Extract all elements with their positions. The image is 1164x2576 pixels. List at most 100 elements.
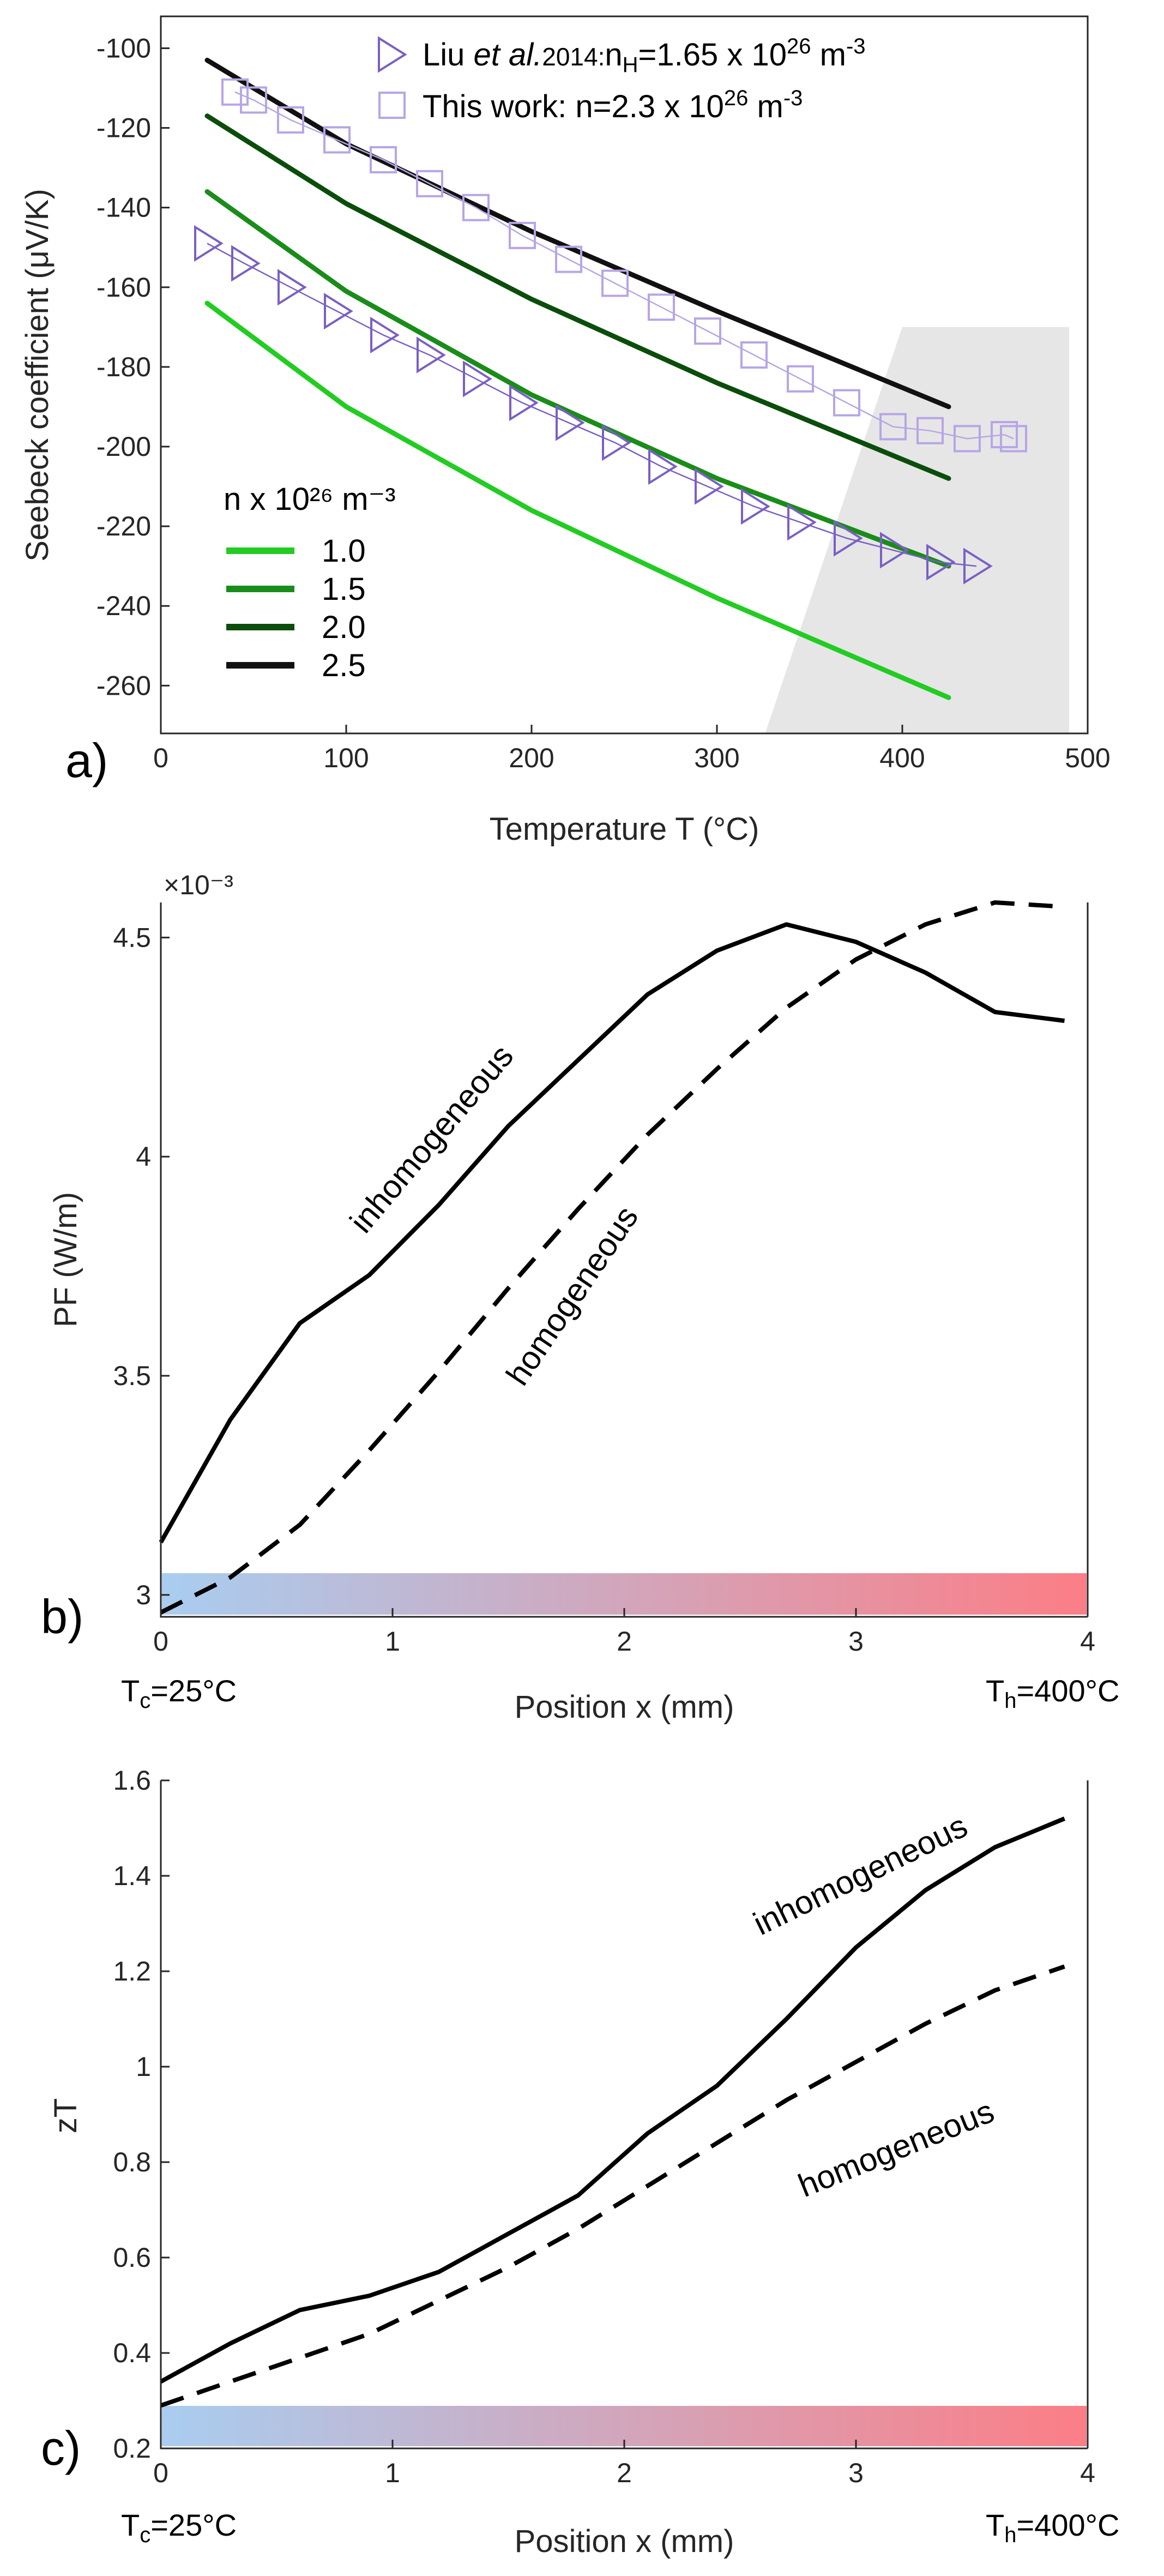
panel-c-x-tick-label: 0 [153, 2458, 168, 2488]
legend-label-liu: Liu et al.2014:nH=1.65 x 1026 m-3 [423, 34, 866, 77]
legend-entry-liu: Liu et al.2014:nH=1.65 x 1026 m-3 [378, 34, 866, 77]
panel-a-y-tick-label: -140 [97, 192, 151, 223]
liu-data-point [194, 225, 224, 262]
panel-b-plot-area [161, 902, 1088, 1617]
liu-data-point [509, 384, 539, 422]
panel-a-y-tick-label: -220 [97, 511, 151, 541]
panel-a-y-tick-label: -240 [97, 591, 151, 621]
this-work-data-point [833, 389, 860, 417]
liu-data-point [417, 336, 446, 374]
panel-a-y-axis-label: Seebeck coefficient (μV/K) [20, 189, 55, 562]
this-work-data-point [740, 341, 768, 369]
panel-b-y-axis-label: PF (W/m) [48, 1192, 83, 1327]
panel-a-y-tick-label: -100 [97, 33, 151, 63]
panel-c-inhomogeneous-line [160, 1816, 1066, 2384]
square-icon [378, 92, 406, 119]
panel-c-y-tick-label: 1 [136, 2051, 151, 2082]
panel-b-x-tick-label: 3 [848, 1626, 864, 1657]
legend-label-this-work: This work: n=2.3 x 1026 m-3 [423, 86, 803, 124]
panel-c-y-tick-label: 0.4 [113, 2338, 151, 2368]
panel-a-x-axis-label: Temperature T (°C) [490, 811, 759, 847]
series-line-n-2.0 [204, 113, 951, 481]
this-work-data-point [509, 221, 536, 249]
panel-c-y-tick-label: 1.6 [113, 1765, 151, 1796]
panel-a-x-tick-label: 300 [694, 743, 739, 773]
liu-data-point [834, 520, 863, 557]
this-work-data-point [221, 78, 249, 106]
panel-b-exponent-label: ×10⁻³ [164, 870, 233, 900]
this-work-data-point [954, 425, 981, 453]
this-work-data-point [555, 245, 582, 273]
liu-data-point [741, 487, 770, 525]
panel-a-x-tick-label: 400 [879, 743, 925, 773]
panel-a-x-tick-label: 0 [153, 743, 168, 773]
legend-label-n-2.0: 2.0 [322, 610, 366, 645]
panel-c-plot-area [161, 1780, 1088, 2448]
liu-data-point [231, 245, 261, 282]
panel-c-y-tick-label: 0.8 [113, 2147, 151, 2177]
temperature-gradient-bar-c [162, 2406, 1087, 2446]
liu-data-point [324, 293, 353, 330]
panel-c-y-tick-label: 1.4 [113, 1861, 151, 1891]
series-line-n-1.0 [204, 300, 951, 700]
panel-b-x-tick-label: 1 [385, 1626, 400, 1657]
panel-a-seebeck-chart: 0 100 200 300 400 500 -100 -120 -140 -160 -180 -20… [20, 15, 1111, 847]
liu-data-point [278, 269, 307, 306]
panel-c-y-tick-label: 0.2 [113, 2433, 151, 2464]
liu-data-point [556, 404, 585, 441]
this-work-data-point [991, 421, 1018, 449]
panel-b-x-tick-label: 2 [617, 1626, 632, 1657]
panel-a-y-tick-label: -260 [97, 670, 151, 701]
legend-label-n-1.0: 1.0 [322, 533, 366, 569]
panel-c-x-axis-label: Position x (mm) [515, 2524, 734, 2559]
this-work-data-point [1000, 425, 1027, 453]
high-temperature-region [765, 327, 1069, 733]
liu-data-point [648, 448, 678, 485]
panel-c-x-tick-label: 4 [1080, 2458, 1095, 2488]
liu-data-point [963, 547, 993, 585]
series-line-n-2.5 [204, 57, 951, 410]
this-work-data-point [370, 146, 397, 173]
this-work-data-point [648, 293, 675, 321]
panel-b-label: b) [41, 1590, 83, 1644]
panel-b-hot-temperature-label: Th=400°C [986, 1674, 1119, 1713]
liu-data-point [695, 468, 724, 505]
legend-title-carrier-density: n x 10²⁶ m⁻³ [224, 482, 396, 517]
liu-data-point [787, 504, 817, 541]
panel-a-y-tick-label: -180 [97, 352, 151, 382]
panel-a-y-tick-label: -120 [97, 113, 151, 143]
liu-connecting-line [207, 243, 977, 567]
this-work-data-point [787, 365, 814, 393]
panel-b-y-tick-label: 3.5 [113, 1361, 151, 1391]
liu-data-point [880, 532, 909, 569]
panel-b-x-tick-label: 4 [1080, 1626, 1095, 1657]
legend-label-n-1.5: 1.5 [322, 571, 366, 607]
temperature-gradient-bar-b [162, 1573, 1087, 1615]
panel-c-y-tick-label: 0.6 [113, 2242, 151, 2273]
liu-data-point [370, 316, 400, 354]
panel-c-homogeneous-line [160, 1964, 1065, 2408]
this-work-data-point [694, 317, 721, 345]
panel-b-x-tick-label: 0 [153, 1626, 168, 1657]
this-work-data-point [879, 413, 907, 441]
this-work-connecting-line [234, 91, 1014, 440]
panel-c-x-tick-label: 1 [385, 2458, 400, 2488]
panel-b-y-tick-label: 3 [136, 1580, 151, 1610]
panel-c-label: c) [41, 2421, 81, 2475]
panel-b-y-tick-label: 4.5 [113, 922, 151, 953]
panel-a-y-tick-label: -160 [97, 272, 151, 303]
this-work-data-point [916, 417, 944, 444]
this-work-data-point [416, 170, 443, 197]
liu-data-point [463, 360, 492, 398]
panel-c-zt-chart: 0 1 2 3 4 0.2 0.4 0.6 0.8 1 1.2 1.4 1.6 c) Position… [41, 1765, 1119, 2559]
this-work-data-point [323, 126, 351, 154]
panel-c-hot-temperature-label: Th=400°C [986, 2508, 1119, 2547]
triangle-right-icon [378, 36, 407, 73]
liu-data-point [602, 424, 631, 461]
panel-c-x-tick-label: 3 [848, 2458, 864, 2488]
panel-c-y-axis-label: zT [48, 2098, 83, 2133]
series-line-n-1.5 [204, 189, 951, 569]
this-work-data-point [601, 269, 629, 297]
